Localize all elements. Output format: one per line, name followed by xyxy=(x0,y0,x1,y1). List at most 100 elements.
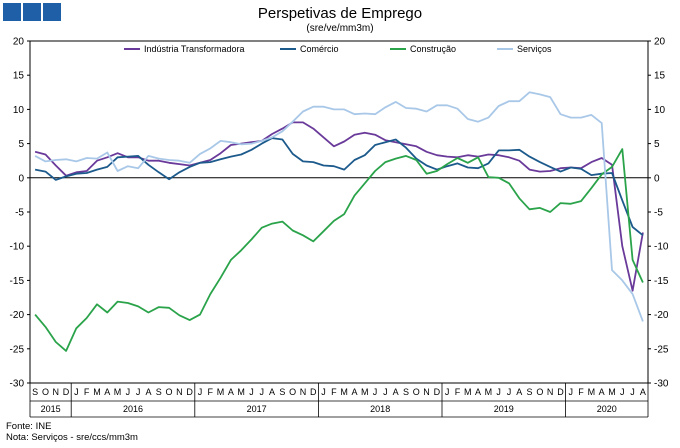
plot-frame xyxy=(29,40,649,384)
x-tick-label-month: J xyxy=(249,387,254,397)
x-tick-label-year: 2018 xyxy=(370,404,390,414)
series-line-4 xyxy=(34,91,644,322)
x-tick-label-month: O xyxy=(413,387,420,397)
series-line-1 xyxy=(34,121,644,292)
logo-square-3 xyxy=(43,3,61,21)
logo-square-1 xyxy=(3,3,21,21)
x-tick-label-month: S xyxy=(403,387,409,397)
chart-subtitle: (sre/ve/mm3m) xyxy=(306,23,374,34)
x-tick-label-month: S xyxy=(32,387,38,397)
x-tick-label-month: O xyxy=(289,387,296,397)
y-tick-label-right: -30 xyxy=(654,379,669,390)
x-tick-label-month: M xyxy=(340,387,348,397)
x-tick-label-month: M xyxy=(361,387,369,397)
x-tick-label-month: F xyxy=(208,387,214,397)
x-tick-label-month: N xyxy=(547,387,554,397)
y-tick-label-right: -20 xyxy=(654,310,669,321)
x-tick-label-month: F xyxy=(455,387,461,397)
x-tick-label-month: J xyxy=(136,387,141,397)
y-tick-label-left: 20 xyxy=(13,37,25,48)
x-tick-label-month: O xyxy=(42,387,49,397)
x-tick-label-month: S xyxy=(279,387,285,397)
x-tick-label-month: M xyxy=(608,387,616,397)
x-tick-label-month: M xyxy=(464,387,472,397)
y-tick-label-right: -10 xyxy=(654,242,669,253)
y-tick-label-left: 15 xyxy=(13,71,25,82)
x-tick-label-month: J xyxy=(321,387,326,397)
y-tick-label-left: -25 xyxy=(10,344,25,355)
x-tick-label-month: F xyxy=(331,387,337,397)
y-tick-label-right: -15 xyxy=(654,276,669,287)
x-tick-label-month: N xyxy=(176,387,183,397)
x-tick-label-month: S xyxy=(156,387,162,397)
x-tick-label-year: 2016 xyxy=(123,404,143,414)
y-tick-label-right: -25 xyxy=(654,344,669,355)
y-tick-label-left: -20 xyxy=(10,310,25,321)
x-tick-label-month: J xyxy=(569,387,574,397)
x-tick-label-month: A xyxy=(640,387,646,397)
x-tick-label-month: N xyxy=(53,387,60,397)
x-tick-label-year: 2020 xyxy=(597,404,617,414)
x-tick-label-year: 2019 xyxy=(494,404,514,414)
x-tick-label-month: M xyxy=(93,387,101,397)
x-tick-label-month: N xyxy=(300,387,307,397)
x-tick-label-month: M xyxy=(237,387,245,397)
x-tick-label-month: D xyxy=(310,387,317,397)
x-tick-label-month: A xyxy=(351,387,357,397)
x-tick-label-year: 2017 xyxy=(247,404,267,414)
x-tick-label-month: A xyxy=(475,387,481,397)
x-tick-label-month: A xyxy=(228,387,234,397)
series-line-2 xyxy=(34,137,644,237)
x-tick-label-month: J xyxy=(126,387,131,397)
x-tick-label-month: J xyxy=(260,387,265,397)
x-tick-label-month: D xyxy=(434,387,441,397)
x-tick-label-month: N xyxy=(423,387,430,397)
x-tick-label-month: S xyxy=(527,387,533,397)
x-tick-label-year: 2015 xyxy=(41,404,61,414)
x-tick-label-month: A xyxy=(145,387,151,397)
source-note: Fonte: INE xyxy=(6,421,52,432)
x-tick-label-month: J xyxy=(74,387,79,397)
y-tick-label-left: -30 xyxy=(10,379,25,390)
legend-label: Construção xyxy=(410,44,456,54)
y-tick-label-right: 5 xyxy=(654,139,660,150)
x-tick-label-month: O xyxy=(536,387,543,397)
x-tick-label-month: J xyxy=(445,387,450,397)
x-tick-label-month: A xyxy=(393,387,399,397)
x-tick-label-month: D xyxy=(557,387,564,397)
y-tick-label-left: -15 xyxy=(10,276,25,287)
chart-title: Perspetivas de Emprego xyxy=(257,5,423,22)
x-tick-label-month: A xyxy=(599,387,605,397)
series-line-3 xyxy=(34,148,644,352)
chart-legend: Indústria Transformadora Comércio Construç… xyxy=(124,44,552,54)
x-tick-label-month: A xyxy=(269,387,275,397)
x-tick-label-month: D xyxy=(186,387,193,397)
logo-square-2 xyxy=(23,3,41,21)
x-tick-label-month: J xyxy=(383,387,388,397)
x-tick-label-month: O xyxy=(166,387,173,397)
chart-series-lines xyxy=(34,91,644,352)
legend-label: Comércio xyxy=(300,44,339,54)
x-tick-label-month: A xyxy=(516,387,522,397)
x-tick-label-month: J xyxy=(630,387,635,397)
x-tick-label-month: M xyxy=(485,387,493,397)
y-tick-label-left: 5 xyxy=(18,139,24,150)
x-tick-label-month: M xyxy=(217,387,225,397)
y-tick-label-left: -5 xyxy=(15,208,24,219)
y-tick-label-right: 20 xyxy=(654,37,666,48)
y-tick-label-left: 0 xyxy=(18,173,24,184)
x-tick-label-month: A xyxy=(104,387,110,397)
x-tick-label-month: F xyxy=(84,387,90,397)
x-tick-label-month: J xyxy=(496,387,501,397)
y-tick-label-left: -10 xyxy=(10,242,25,253)
x-tick-label-month: J xyxy=(507,387,512,397)
x-tick-label-month: J xyxy=(620,387,625,397)
x-tick-label-month: M xyxy=(588,387,596,397)
y-tick-label-right: 15 xyxy=(654,71,666,82)
x-tick-label-month: D xyxy=(63,387,70,397)
y-tick-label-right: 0 xyxy=(654,173,660,184)
legend-label: Indústria Transformadora xyxy=(144,44,245,54)
x-tick-label-month: J xyxy=(373,387,378,397)
